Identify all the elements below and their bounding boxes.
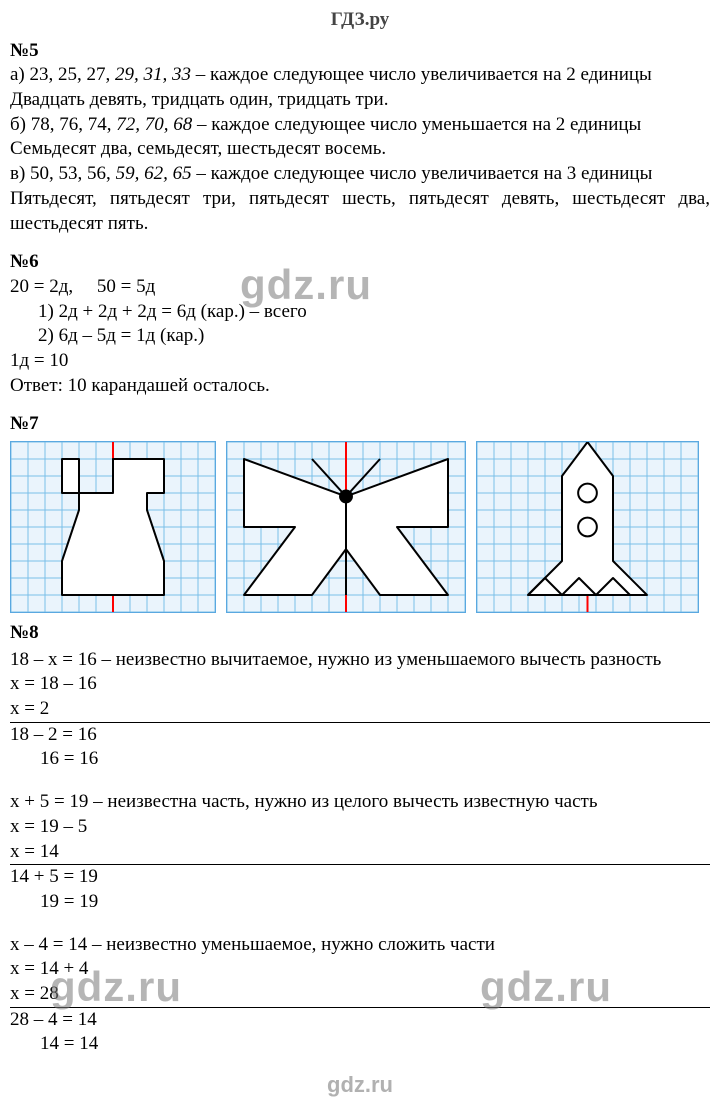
ex8-eq2-stmt: х + 5 = 19 – неизвестна часть, нужно из … (10, 790, 710, 815)
page: ГДЗ.ру gdz.ru gdz.ru gdz.ru gdz.ru №5 а)… (0, 0, 720, 1110)
ex5-b-tail: – каждое следующее число уменьшается на … (192, 114, 641, 135)
exercise-6-heading: №6 (10, 250, 710, 275)
ex5-c-answer: 59, 62, 65 (116, 163, 192, 184)
ex8-eq1-s1: х = 18 – 16 (10, 672, 710, 697)
ex8-eq2-ans: х = 14 (10, 840, 710, 866)
ex6-line1: 20 = 2д, 50 = 5д (10, 275, 710, 300)
ex8-eq1-chk2: 16 = 16 (10, 747, 710, 772)
ex6-step1: 1) 2д + 2д + 2д = 6д (кар.) – всего (10, 300, 710, 325)
ex8-eq2-chk1: 14 + 5 = 19 (10, 865, 710, 890)
ex7-figure-rocket (476, 441, 699, 613)
ex5-a-tail: – каждое следующее число увеличивается н… (191, 64, 652, 85)
exercise-5-heading: №5 (10, 39, 710, 64)
ex8-eq3-s1: х = 14 + 4 (10, 957, 710, 982)
ex5-a-answer: 29, 31, 33 (115, 64, 191, 85)
ex6-answer: Ответ: 10 карандашей осталось. (10, 374, 710, 399)
ex8-eq1-ans: х = 2 (10, 697, 710, 723)
site-header: ГДЗ.ру (10, 8, 710, 33)
ex5-line-c: в) 50, 53, 56, 59, 62, 65 – каждое следу… (10, 162, 710, 187)
exercise-8-heading: №8 (10, 621, 710, 646)
ex8-eq3-ans: х = 28 (10, 982, 710, 1008)
ex8-eq1: 18 – х = 16 – неизвестно вычитаемое, нуж… (10, 648, 710, 772)
ex5-line-a: а) 23, 25, 27, 29, 31, 33 – каждое следу… (10, 63, 710, 88)
ex8-eq3-chk1: 28 – 4 = 14 (10, 1008, 710, 1033)
ex6-step2: 2) 6д – 5д = 1д (кар.) (10, 324, 710, 349)
ex7-figures-row (10, 441, 710, 613)
ex5-a-words: Двадцать девять, тридцать один, тридцать… (10, 88, 710, 113)
exercise-7-heading: №7 (10, 412, 710, 437)
ex8-eq2-s1: х = 19 – 5 (10, 815, 710, 840)
ex5-c-tail: – каждое следующее число увеличивается н… (192, 163, 653, 184)
footer-watermark: gdz.ru (10, 1071, 710, 1100)
ex5-a-given: а) 23, 25, 27, (10, 64, 115, 85)
ex8-eq2-chk2: 19 = 19 (10, 890, 710, 915)
ex5-c-given: в) 50, 53, 56, (10, 163, 116, 184)
ex5-b-answer: 72, 70, 68 (116, 114, 192, 135)
ex6-line2: 1д = 10 (10, 349, 710, 374)
ex8-eq1-stmt: 18 – х = 16 – неизвестно вычитаемое, нуж… (10, 648, 710, 673)
ex7-figure-butterfly (226, 441, 466, 613)
ex5-b-words: Семьдесят два, семьдесят, шестьдесят вос… (10, 137, 710, 162)
ex5-line-b: б) 78, 76, 74, 72, 70, 68 – каждое следу… (10, 113, 710, 138)
ex8-eq2: х + 5 = 19 – неизвестна часть, нужно из … (10, 790, 710, 914)
ex5-b-given: б) 78, 76, 74, (10, 114, 116, 135)
ex5-c-words: Пятьдесят, пятьдесят три, пятьдесят шест… (10, 187, 710, 236)
ex8-eq3: х – 4 = 14 – неизвестно уменьшаемое, нуж… (10, 933, 710, 1057)
ex7-figure-chess (10, 441, 216, 613)
ex8-eq3-chk2: 14 = 14 (10, 1032, 710, 1057)
ex8-eq3-stmt: х – 4 = 14 – неизвестно уменьшаемое, нуж… (10, 933, 710, 958)
ex8-eq1-chk1: 18 – 2 = 16 (10, 723, 710, 748)
